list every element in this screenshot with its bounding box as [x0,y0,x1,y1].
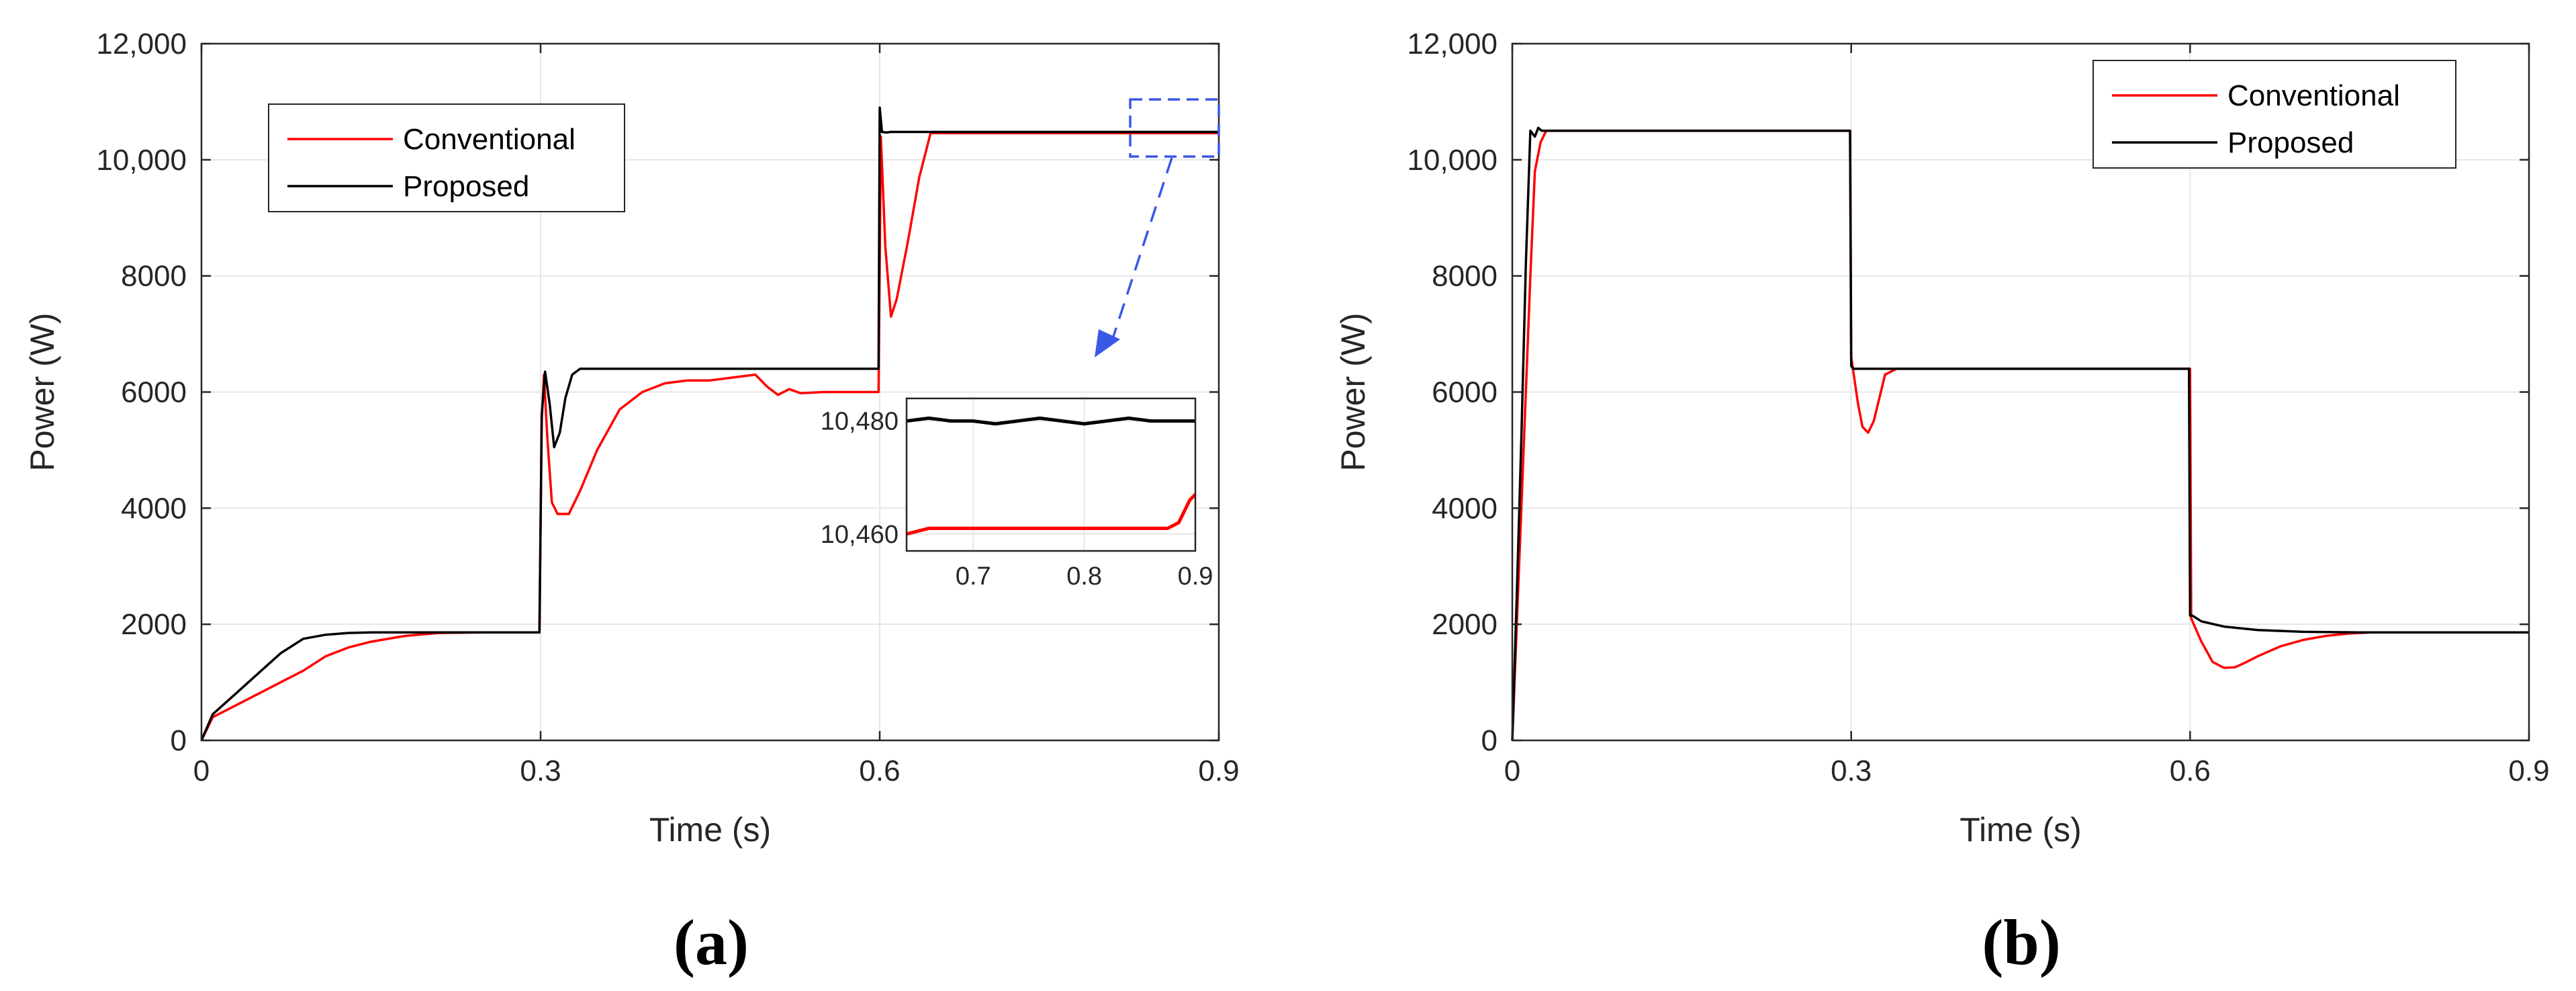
panel-label: (a) [674,906,749,978]
inset-y-tick-label: 10,480 [821,408,899,436]
y-tick-label: 6000 [1432,376,1498,409]
inset-x-tick-label: 0.9 [1178,562,1213,591]
inset-x-tick-label: 0.7 [956,562,991,591]
legend-box [2092,60,2456,169]
inset-series-line-proposed [906,416,1195,426]
y-tick-label: 0 [171,724,187,757]
x-tick-label: 0.6 [859,755,900,787]
legend-box [268,103,625,212]
series-line-conventional [200,132,1219,741]
zoom-arrow-head [1095,329,1120,357]
y-tick-label: 8000 [121,260,187,293]
legend-entry-conventional: Conventional [2227,79,2400,112]
panel-label: (b) [1982,906,2060,978]
inset-x-tick-label: 0.8 [1066,562,1102,591]
zoom-arrow-line [1110,157,1173,343]
inset-series-line-conventional [906,493,1197,536]
y-tick-label: 12,000 [1407,28,1498,60]
x-tick-label: 0 [193,755,210,787]
x-tick-label: 0.6 [2170,755,2211,787]
x-tick-label: 0.9 [2508,755,2549,787]
inset-axes-box [905,397,1197,552]
x-tick-label: 0 [1504,755,1520,787]
legend-entry-proposed: Proposed [403,170,529,203]
y-tick-label: 0 [1481,724,1498,757]
y-axis-label: Power (W) [24,312,61,471]
x-tick-label: 0.9 [1198,755,1239,787]
y-tick-label: 4000 [121,492,187,525]
x-tick-label: 0.3 [1831,755,1872,787]
y-tick-label: 2000 [1432,608,1498,641]
inset-y-tick-label: 10,460 [821,521,899,549]
inset-zoom-plot: 0.7 0.8 0.9 10,460 10,480 [821,397,1213,591]
zoom-region-marker [1129,98,1220,158]
y-tick-label: 4000 [1432,492,1498,525]
series-line-proposed [200,106,1219,741]
x-axis-label: Time (s) [1960,811,2081,849]
y-axis-label: Power (W) [1334,312,1372,471]
legend-entry-proposed: Proposed [2227,126,2354,159]
y-tick-label: 12,000 [96,28,187,60]
y-tick-label: 8000 [1432,260,1498,293]
y-tick-label: 10,000 [96,144,187,177]
chart-panel-a: 0 0.3 0.6 0.9 0 2000 4000 6000 8000 10,000 12,000 T… [24,28,1240,978]
x-axis-label: Time (s) [649,811,771,849]
series-line-conventional [1511,129,2529,741]
chart-panel-b: 0 0.3 0.6 0.9 0 2000 4000 6000 8000 10,000 12,000 T… [1334,28,2550,978]
inset-plot-area [907,398,1195,551]
y-tick-label: 2000 [121,608,187,641]
series-line-proposed [1511,126,2529,741]
y-tick-label: 6000 [121,376,187,409]
legend-entry-conventional: Conventional [403,123,576,156]
x-tick-label: 0.3 [520,755,561,787]
y-tick-label: 10,000 [1407,144,1498,177]
